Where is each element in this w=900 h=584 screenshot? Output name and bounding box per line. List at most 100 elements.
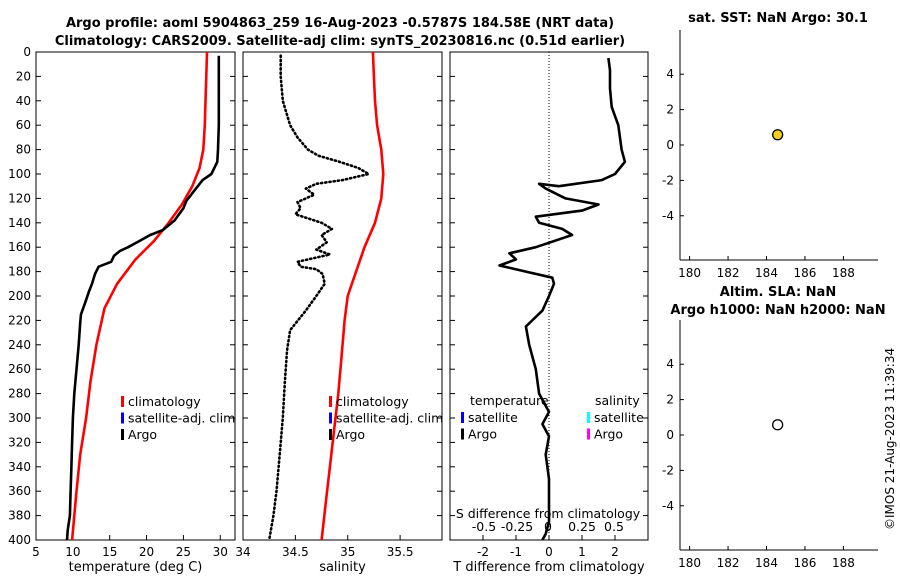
temperature-legend-swatch [121, 412, 124, 424]
salinity-legend-label: Argo [336, 427, 365, 442]
temperature-ytick-label: 40 [16, 94, 31, 108]
sst-xtick-label: 182 [717, 266, 740, 280]
difference-series-t-difference-argo- [498, 57, 627, 541]
salinity-xtick-label: 34.5 [282, 545, 309, 559]
difference-xtick-label: -2 [477, 545, 489, 559]
difference-top-tick-label: 0.5 [604, 519, 624, 534]
temperature-ytick-label: 180 [8, 265, 31, 279]
difference-sal-legend-label: satellite [594, 410, 644, 425]
temperature-ytick-label: 160 [8, 240, 31, 254]
temperature-ytick-label: 20 [16, 69, 31, 83]
temperature-legend-label: climatology [128, 394, 201, 409]
difference-sal-legend-title: salinity [595, 393, 640, 408]
temperature-xtick-label: 20 [139, 545, 154, 559]
temperature-xtick-label: 25 [176, 545, 191, 559]
difference-sal-legend-label: Argo [594, 427, 623, 442]
sla-ytick-label: 4 [666, 357, 674, 371]
temperature-ytick-label: 300 [8, 411, 31, 425]
sla-point [772, 419, 784, 431]
temperature-ytick-label: 260 [8, 362, 31, 376]
salinity-series-climatology [320, 51, 385, 541]
sst-xtick-label: 184 [755, 266, 778, 280]
sla-ytick-label: -2 [662, 463, 674, 477]
salinity-legend-swatch [329, 396, 332, 407]
sst-xtick-label: 188 [832, 266, 855, 280]
salinity-frame [242, 51, 443, 541]
sst-ytick-label: -2 [662, 173, 674, 187]
salinity-legend-swatch [329, 412, 332, 424]
temperature-ytick-label: 360 [8, 484, 31, 498]
temperature-xtick-label: 10 [65, 545, 80, 559]
difference-temp-legend-title: temperature [470, 393, 549, 408]
sla-ytick-label: 0 [666, 428, 674, 442]
temperature-xtick-label: 5 [32, 545, 40, 559]
temperature-legend-swatch [121, 396, 124, 407]
temperature-xtick-label: 15 [102, 545, 117, 559]
salinity-xtick-label: 34 [235, 545, 250, 559]
sla-ytick-label: -4 [662, 499, 674, 513]
salinity-legend-swatch [329, 429, 332, 440]
temperature-ytick-label: 120 [8, 191, 31, 205]
temperature-ytick-label: 380 [8, 509, 31, 523]
sla-xtick-label: 188 [832, 556, 855, 570]
temperature-ytick-label: 140 [8, 216, 31, 230]
salinity-legend-label: climatology [336, 394, 409, 409]
difference-top-tick-label: 0.25 [568, 519, 596, 534]
temperature-legend-swatch [121, 429, 124, 440]
sst-point [772, 129, 784, 141]
temperature-legend-label: satellite-adj. clim [128, 411, 235, 426]
sla-xtick-label: 186 [793, 556, 816, 570]
difference-xtick-label: -1 [510, 545, 522, 559]
salinity-series-argo [267, 54, 371, 542]
temperature-ytick-label: 220 [8, 313, 31, 327]
sla-ytick-label: 2 [666, 393, 674, 407]
difference-top-tick-label: -0.25 [501, 519, 533, 534]
sst-ytick-label: 0 [666, 138, 674, 152]
sst-ytick-label: 2 [666, 103, 674, 117]
temperature-ytick-label: 80 [16, 143, 31, 157]
difference-xlabel: T difference from climatology [452, 560, 645, 575]
difference-temp-legend-label: Argo [468, 427, 497, 442]
temperature-ytick-label: 0 [23, 45, 31, 59]
temperature-xlabel: temperature (deg C) [69, 560, 203, 575]
temperature-xtick-label: 30 [213, 545, 228, 559]
difference-xtick-label: 2 [611, 545, 619, 559]
temperature-frame [35, 51, 236, 541]
sla-title-line-2: Argo h1000: NaN h2000: NaN [670, 303, 885, 318]
temperature-ytick-label: 200 [8, 289, 31, 303]
sst-title: sat. SST: NaN Argo: 30.1 [688, 11, 868, 26]
sla-xtick-label: 180 [678, 556, 701, 570]
temperature-ytick-label: 280 [8, 387, 31, 401]
salinity-xtick-label: 35 [340, 545, 355, 559]
salinity-legend-label: satellite-adj. clim [336, 411, 443, 426]
difference-sal-legend-swatch [587, 412, 590, 423]
temperature-ytick-label: 340 [8, 460, 31, 474]
title-line-1: Argo profile: aoml 5904863_259 16-Aug-20… [66, 16, 614, 31]
difference-temp-legend-label: satellite [468, 410, 518, 425]
salinity-xlabel: salinity [319, 560, 366, 575]
difference-top-tick-label: -0.5 [472, 519, 496, 534]
sst-ytick-label: 4 [666, 67, 674, 81]
difference-xtick-label: 1 [578, 545, 586, 559]
temperature-ytick-label: 240 [8, 338, 31, 352]
difference-temp-legend-swatch [461, 428, 464, 440]
difference-xtick-label: 0 [545, 545, 553, 559]
sla-xtick-label: 182 [717, 556, 740, 570]
salinity-xtick-label: 35.5 [387, 545, 414, 559]
temperature-ytick-label: 100 [8, 167, 31, 181]
title-line-2: Climatology: CARS2009. Satellite-adj cli… [55, 34, 625, 49]
temperature-legend-label: Argo [128, 427, 157, 442]
sst-xtick-label: 180 [678, 266, 701, 280]
sla-xtick-label: 184 [755, 556, 778, 570]
imos-watermark: ©IMOS 21-Aug-2023 11:39:34 [883, 348, 897, 530]
sla-title-line-1: Altim. SLA: NaN [720, 285, 836, 300]
temperature-ytick-label: 400 [8, 533, 31, 547]
difference-temp-legend-swatch [461, 412, 464, 423]
plots-layer: 0204060801001201401601802002202402602803… [8, 30, 878, 575]
temperature-ytick-label: 320 [8, 435, 31, 449]
temperature-series-argo [65, 55, 221, 541]
temperature-ytick-label: 60 [16, 118, 31, 132]
sst-ytick-label: -4 [662, 209, 674, 223]
